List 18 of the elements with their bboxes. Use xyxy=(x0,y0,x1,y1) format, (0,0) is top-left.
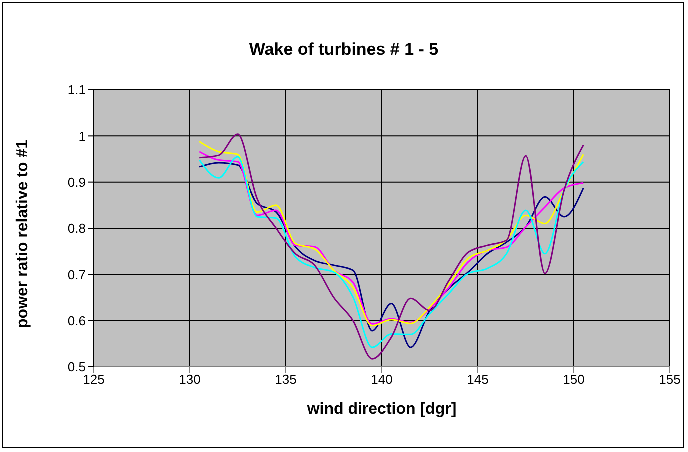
x-tick-label: 155 xyxy=(659,372,681,388)
y-tick-label: 0.5 xyxy=(68,360,86,375)
x-axis-title: wind direction [dgr] xyxy=(306,401,457,418)
chart-title: Wake of turbines # 1 - 5 xyxy=(248,40,440,60)
x-tick-label: 135 xyxy=(275,372,297,388)
y-tick-label: 1 xyxy=(78,128,86,144)
x-tick-label: 125 xyxy=(83,372,105,388)
y-tick-label: 0.9 xyxy=(68,174,86,190)
y-axis-title: power ratio relative to #1 xyxy=(14,140,32,328)
y-tick-label: 0.8 xyxy=(68,221,86,236)
x-tick-label: 145 xyxy=(467,372,489,388)
x-tick-label: 130 xyxy=(179,372,201,388)
y-tick-label: 0.7 xyxy=(68,267,86,282)
y-tick-label: 1.1 xyxy=(68,82,86,98)
y-tick-label: 0.6 xyxy=(68,313,86,328)
x-tick-label: 150 xyxy=(563,372,585,388)
line-series xyxy=(198,134,584,360)
x-tick-label: 140 xyxy=(371,372,393,388)
